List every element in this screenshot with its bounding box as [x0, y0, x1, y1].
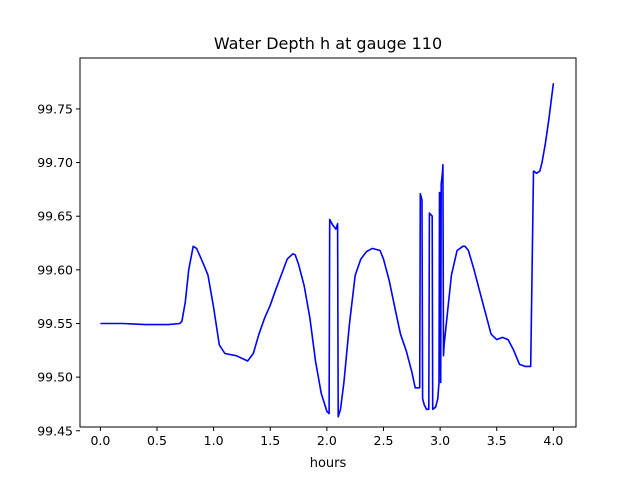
y-tick-label: 99.75 [37, 101, 73, 116]
y-tick-label: 99.50 [37, 370, 73, 385]
y-tick-label: 99.45 [37, 423, 73, 438]
y-axis-ticks: 99.45 99.50 99.55 99.60 99.65 99.70 99.75 [37, 101, 80, 438]
x-tick-label: 3.0 [430, 433, 450, 448]
x-tick-label: 0.0 [90, 433, 110, 448]
y-tick-label: 99.65 [37, 209, 73, 224]
x-tick-label: 0.5 [147, 433, 167, 448]
chart-title: Water Depth h at gauge 110 [214, 34, 442, 53]
x-tick-label: 2.0 [317, 433, 337, 448]
y-tick-label: 99.70 [37, 155, 73, 170]
x-tick-label: 1.5 [260, 433, 280, 448]
y-tick-label: 99.55 [37, 316, 73, 331]
x-tick-label: 4.0 [543, 433, 563, 448]
x-axis-label: hours [310, 456, 347, 471]
x-axis-ticks: 0.0 0.5 1.0 1.5 2.0 2.5 3.0 3.5 4.0 [90, 427, 563, 448]
x-tick-label: 2.5 [374, 433, 394, 448]
x-tick-label: 1.0 [204, 433, 224, 448]
series-line [100, 83, 555, 418]
series-layer [100, 83, 555, 418]
plot-area-frame [79, 57, 577, 428]
y-tick-label: 99.60 [37, 262, 73, 277]
x-tick-label: 3.5 [487, 433, 507, 448]
